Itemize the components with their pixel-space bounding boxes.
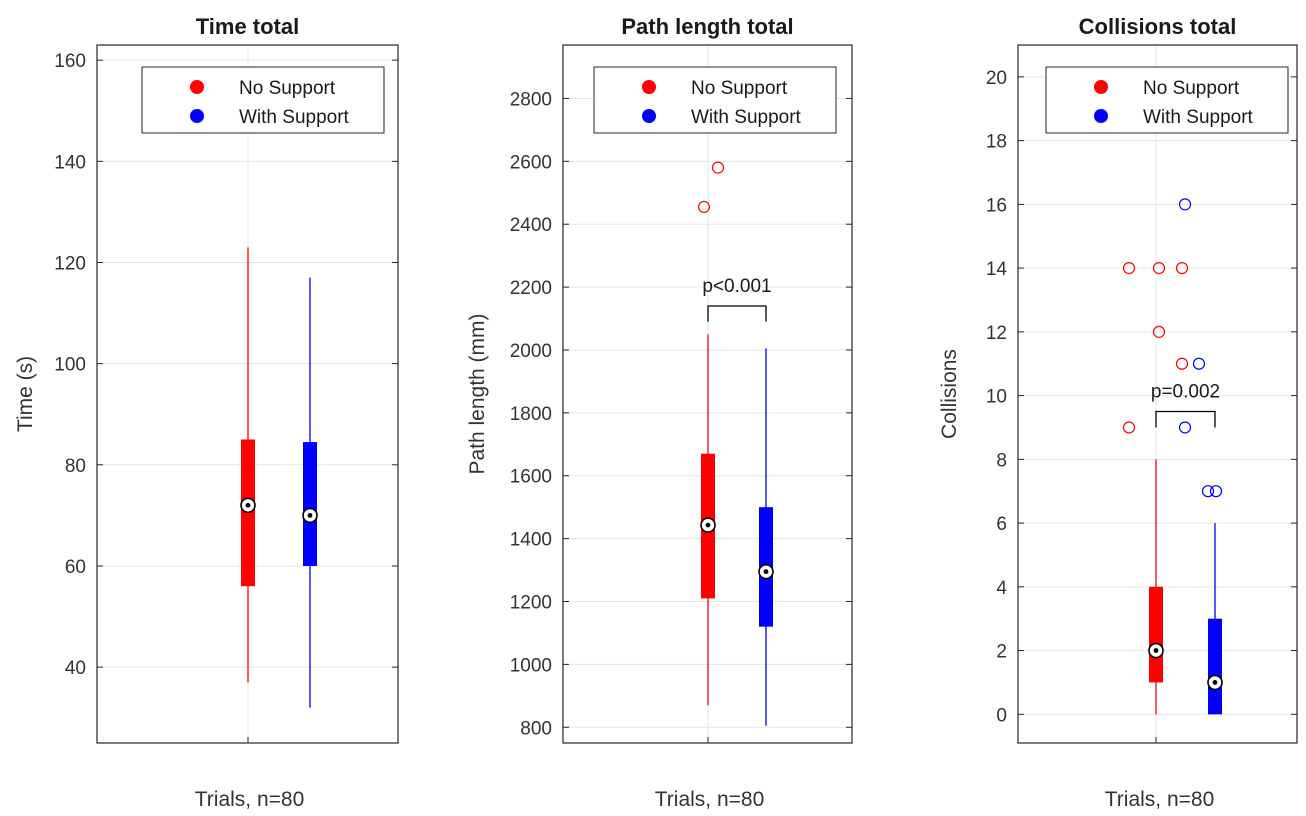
legend-box <box>1045 66 1289 134</box>
bracket-line <box>1155 410 1216 428</box>
y-tick-label: 1600 <box>510 467 552 488</box>
legend-label: No Support <box>691 78 788 99</box>
y-tick-label: 4 <box>996 578 1007 599</box>
chart-title: Time total <box>196 14 300 39</box>
x-axis-label: Trials, n=80 <box>195 788 305 811</box>
legend-label: With Support <box>691 107 802 128</box>
y-tick-label: 2 <box>996 642 1007 663</box>
legend-label: No Support <box>1143 78 1240 99</box>
legend: No Support With Support <box>1045 66 1289 134</box>
y-tick-label: 2800 <box>510 89 552 110</box>
chart-title: Path length total <box>621 14 793 39</box>
y-tick-label: 14 <box>986 259 1008 280</box>
outlier-point <box>697 200 711 214</box>
chart-panel-3: 0 2 4 6 8 10 12 14 16 18 20 Collisions total Collisi… <box>938 14 1298 811</box>
legend: No Support With Support <box>593 66 837 134</box>
y-tick-label: 800 <box>520 718 552 739</box>
y-tick-label: 16 <box>986 195 1007 216</box>
outlier-point <box>1175 357 1189 370</box>
y-axis-label: Collisions <box>938 349 961 439</box>
legend-label: No Support <box>239 78 336 99</box>
y-tick-label: 100 <box>54 355 86 376</box>
legend-marker <box>190 80 204 94</box>
y-tick-label: 12 <box>986 323 1007 344</box>
box-no-support <box>240 247 256 683</box>
y-axis-label: Time (s) <box>14 356 37 432</box>
outlier-point <box>1178 421 1192 434</box>
p-value-label: p<0.001 <box>702 276 771 297</box>
y-tick-label: 120 <box>54 253 86 274</box>
box-with-support <box>1178 198 1223 715</box>
y-tick-label: 1200 <box>510 593 552 614</box>
box-iqr <box>1208 618 1222 715</box>
x-axis-label: Trials, n=80 <box>1105 788 1215 811</box>
y-tick-label: 1000 <box>510 655 552 676</box>
y-tick-label: 8 <box>996 450 1007 471</box>
legend-marker <box>642 80 656 94</box>
chart-title: Collisions total <box>1079 14 1237 39</box>
median-dot <box>1212 680 1218 685</box>
y-tick-label: 80 <box>65 456 86 477</box>
outlier-point <box>1201 485 1215 498</box>
bracket-line <box>707 305 767 322</box>
y-tick-label: 20 <box>986 68 1007 89</box>
median-dot <box>763 569 769 575</box>
box-iqr <box>303 442 317 566</box>
x-axis-label: Trials, n=80 <box>655 788 765 811</box>
y-tick-label: 2400 <box>510 215 552 236</box>
y-tick-label: 18 <box>986 132 1007 153</box>
legend-box <box>593 66 837 134</box>
y-axis-label: Path length (mm) <box>466 313 489 474</box>
outlier-point <box>1178 198 1192 211</box>
legend-box <box>141 66 385 134</box>
median-dot <box>1153 648 1159 653</box>
significance-bracket: p<0.001 <box>702 276 772 322</box>
median-dot <box>245 502 251 508</box>
y-tick-label: 10 <box>986 387 1007 408</box>
box-with-support <box>302 277 318 708</box>
chart-panel-1: 40 60 80 100 120 140 160 Time total Time (s) Tria… <box>14 14 399 811</box>
legend-marker <box>190 109 204 123</box>
outlier-point <box>1152 325 1166 338</box>
legend: No Support With Support <box>141 66 385 134</box>
legend-marker <box>1094 109 1108 123</box>
legend-label: With Support <box>239 107 350 128</box>
y-tick-label: 60 <box>65 557 86 578</box>
y-tick-label: 0 <box>996 705 1007 726</box>
median-dot <box>307 512 313 518</box>
y-tick-label: 1400 <box>510 530 552 551</box>
y-tick-label: 140 <box>54 152 86 173</box>
outlier-point <box>1175 262 1189 275</box>
y-tick-label: 2000 <box>510 341 552 362</box>
box-no-support <box>1122 262 1189 715</box>
outlier-point <box>1209 485 1223 498</box>
outlier-point <box>1122 421 1136 434</box>
legend-marker <box>642 109 656 123</box>
y-tick-label: 2200 <box>510 278 552 299</box>
p-value-label: p=0.002 <box>1151 382 1220 403</box>
outlier-point <box>711 161 725 174</box>
outlier-point <box>1152 262 1166 275</box>
legend-label: With Support <box>1143 107 1254 128</box>
box-iqr <box>1149 586 1163 683</box>
y-tick-label: 160 <box>54 51 86 72</box>
significance-bracket: p=0.002 <box>1151 382 1220 428</box>
y-tick-label: 6 <box>996 514 1007 535</box>
axes-frame <box>1017 44 1298 744</box>
y-tick-label: 1800 <box>510 404 552 425</box>
y-tick-label: 2600 <box>510 152 552 173</box>
box-with-support <box>758 348 774 726</box>
median-dot <box>705 522 711 528</box>
box-no-support <box>697 161 725 706</box>
legend-marker <box>1094 80 1108 94</box>
outlier-point <box>1192 357 1206 370</box>
outlier-point <box>1122 262 1136 275</box>
y-tick-label: 40 <box>65 658 86 679</box>
chart-panel-2: 800 1000 1200 1400 1600 1800 2000 2200 2400 2600 2… <box>466 14 853 811</box>
